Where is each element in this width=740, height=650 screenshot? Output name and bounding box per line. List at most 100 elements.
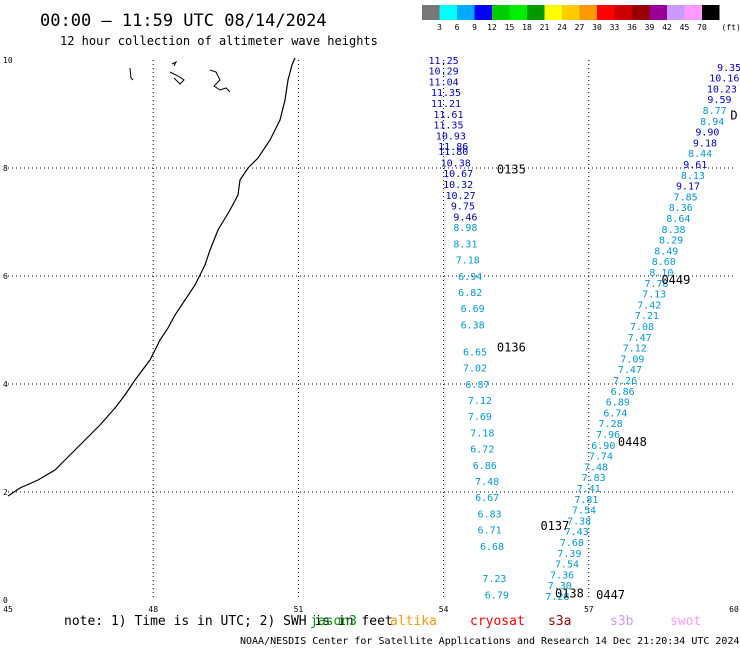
colorbar-swatch	[474, 5, 492, 20]
wave-height-value: 8.98	[453, 223, 477, 234]
colorbar-label: 9	[472, 23, 477, 32]
page-subtitle: 12 hour collection of altimeter wave hei…	[60, 34, 378, 48]
wave-height-value: 7.38	[567, 516, 591, 527]
wave-height-value: 9.46	[453, 212, 477, 223]
y-tick-label: 10	[3, 56, 13, 65]
track-id-label: 0136	[497, 341, 526, 355]
wave-height-value: 6.83	[478, 509, 502, 520]
y-tick-label: 4	[3, 380, 8, 389]
wave-height-value: 9.75	[451, 202, 475, 213]
track-id-label: 0138	[555, 586, 584, 600]
colorbar-label: 27	[575, 23, 585, 32]
wave-height-value: 8.29	[659, 236, 683, 247]
wave-height-value: 10.38	[441, 158, 471, 169]
colorbar-swatch	[597, 5, 615, 20]
colorbar-legend: 3 6 9 12 15 18 21 24 27 30 33 36 39 42 45 70 (ft)	[422, 5, 740, 32]
y-tick-label: 8	[3, 164, 8, 173]
colorbar-swatch	[422, 5, 440, 20]
satellite-label: s3b	[610, 614, 634, 629]
wave-height-value: 7.47	[618, 365, 642, 376]
wave-height-value: 6.82	[458, 288, 482, 299]
wave-height-value: 8.44	[688, 149, 712, 160]
wave-height-value: 7.23	[482, 574, 506, 585]
x-tick-label: 60	[729, 605, 739, 614]
y-tick-label: 0	[3, 596, 8, 605]
wave-height-value: 8.94	[700, 117, 724, 128]
wave-height-value: 7.54	[555, 560, 579, 571]
wave-height-value: 8.38	[661, 225, 685, 236]
colorbar-unit: (ft)	[722, 23, 740, 32]
y-tick-label: 6	[3, 272, 8, 281]
wave-height-value: 10.93	[436, 131, 466, 142]
wave-height-value: 7.28	[599, 419, 623, 430]
colorbar-label: 6	[455, 23, 460, 32]
wave-height-value: 8.49	[654, 246, 678, 257]
y-tick-label: 2	[3, 488, 8, 497]
wave-height-value: 8.31	[453, 239, 477, 250]
wave-height-value: 9.90	[695, 128, 719, 139]
track-id-label: D	[730, 108, 737, 122]
coastline-path	[7, 57, 296, 497]
wave-height-value: 11.61	[433, 110, 463, 121]
wave-height-value: 7.96	[596, 430, 620, 441]
wave-height-value: 10.29	[429, 67, 459, 78]
wave-height-value: 7.21	[635, 311, 659, 322]
x-tick-label: 48	[148, 605, 158, 614]
credit: NOAA/NESDIS Center for Satellite Applica…	[240, 636, 589, 647]
wave-height-value: 9.18	[693, 138, 717, 149]
colorbar-label: 39	[645, 23, 655, 32]
wave-height-value: 7.54	[572, 506, 596, 517]
colorbar-swatch	[614, 5, 632, 20]
wave-height-value: 11.86	[438, 142, 468, 153]
wave-height-value: 7.42	[637, 300, 661, 311]
wave-height-value: 6.74	[603, 408, 627, 419]
wave-height-value: 8.13	[681, 171, 705, 182]
wave-height-value: 7.41	[577, 484, 601, 495]
wave-height-value: 6.89	[606, 398, 630, 409]
wave-height-value: 6.87	[465, 380, 489, 391]
colorbar-label: 30	[592, 23, 602, 32]
wave-height-value: 11.04	[429, 77, 459, 88]
colorbar-label: 15	[505, 23, 515, 32]
wave-height-value: 6.79	[485, 590, 509, 601]
wave-height-value: 7.43	[565, 527, 589, 538]
wave-height-value: 7.02	[463, 364, 487, 375]
satellite-label: s3a	[548, 614, 571, 629]
wave-height-value: 8.10	[649, 268, 673, 279]
wave-height-value: 7.83	[582, 473, 606, 484]
wave-height-value: 11.80	[438, 147, 468, 158]
footer: note: 1) Time is in UTC; 2) SWH is in fe…	[64, 614, 740, 647]
wave-height-value: 11.35	[433, 121, 463, 132]
wave-height-value: 7.47	[628, 333, 652, 344]
wave-height-value: 7.78	[645, 279, 669, 290]
colorbar-swatch	[457, 5, 475, 20]
colorbar-swatch	[632, 5, 650, 20]
track-id-label: 0449	[661, 273, 690, 287]
wave-height-value: 7.26	[613, 376, 637, 387]
wave-height-value: 7.28	[545, 592, 569, 603]
x-tick-label: 51	[294, 605, 304, 614]
colorbar-swatch	[702, 5, 720, 20]
wave-height-value: 7.68	[560, 538, 584, 549]
wave-height-value: 6.69	[461, 304, 485, 315]
wave-height-value: 6.67	[475, 493, 499, 504]
wave-height-value: 8.77	[703, 106, 727, 117]
satellite-legend: jason3 altika cryosat s3a s3b swot	[310, 614, 701, 629]
track-id-label: 0448	[618, 435, 647, 449]
wave-height-value: 10.23	[707, 84, 737, 95]
wave-height-value: 6.86	[473, 461, 497, 472]
wave-height-value: 9.61	[683, 160, 707, 171]
wave-height-value: 6.90	[591, 441, 615, 452]
wave-height-value: 7.39	[557, 549, 581, 560]
track-id-label: 0135	[497, 162, 526, 176]
wave-height-value: 10.32	[443, 180, 473, 191]
track-labels: 0135 0136 0137 0138 0447 0448 0449 D	[497, 108, 738, 602]
colorbar-swatch	[562, 5, 580, 20]
wave-height-value: 7.13	[642, 290, 666, 301]
island-path	[169, 60, 185, 85]
wave-height-value: 9.35	[717, 63, 740, 74]
wave-height-value: 10.27	[445, 191, 475, 202]
wave-height-value: 7.09	[620, 354, 644, 365]
wave-height-value: 7.81	[574, 495, 598, 506]
wave-height-value: 7.69	[468, 412, 492, 423]
